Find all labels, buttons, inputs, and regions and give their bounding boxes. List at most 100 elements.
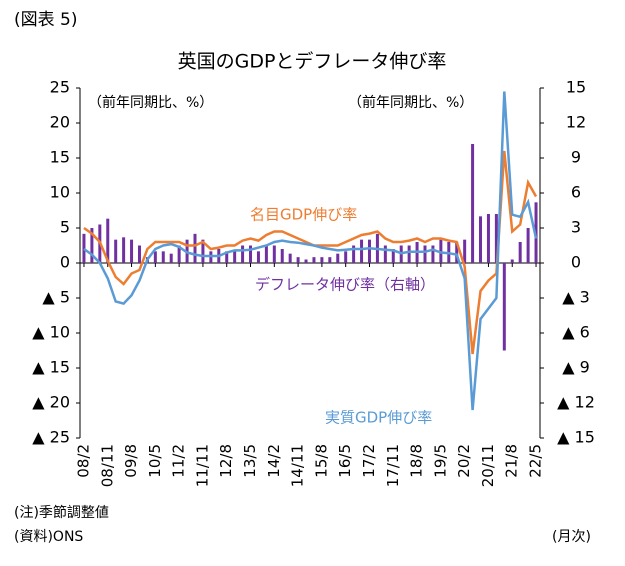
y-tick-label: ▲ 15 (32, 358, 70, 377)
bar (169, 253, 173, 263)
x-tick-label: 13/5 (241, 444, 259, 478)
bar (122, 237, 126, 263)
bar (272, 245, 276, 263)
bar (502, 263, 506, 351)
x-tick-label: 20/11 (479, 444, 497, 487)
bar (367, 239, 371, 263)
y-tick-label: ▲ 10 (32, 323, 70, 342)
y-tick-label: ▲ 20 (32, 393, 70, 412)
x-tick-label: 14/2 (265, 444, 283, 478)
bar (352, 245, 356, 263)
source: (資料)ONS (14, 529, 83, 545)
y-tick-label: 0 (60, 253, 70, 272)
x-tick-label: 12/8 (217, 444, 235, 478)
x-tick-label: 16/5 (336, 444, 354, 478)
bar (153, 251, 157, 263)
bar (225, 251, 229, 263)
bar (280, 249, 284, 263)
bar (463, 239, 467, 263)
x-tick-label: 08/2 (74, 444, 92, 478)
bar (510, 259, 514, 263)
y2-tick-label: 6 (571, 183, 581, 202)
bar (130, 239, 134, 263)
x-tick-label: 15/8 (312, 444, 330, 478)
bar (177, 245, 181, 263)
bar (312, 257, 316, 263)
x-tick-label: 11/11 (193, 444, 211, 487)
bar (304, 259, 308, 263)
y2-tick-label: 9 (571, 148, 581, 167)
bar (486, 214, 490, 263)
x-tick-label: 21/8 (503, 444, 521, 478)
bar (114, 239, 118, 263)
bar (479, 216, 483, 263)
legend-label: デフレータ伸び率（右軸） (255, 276, 435, 294)
x-tick-label: 14/11 (289, 444, 307, 487)
bar (161, 251, 165, 263)
y-tick-label: 10 (50, 183, 70, 202)
bar (137, 245, 141, 263)
bar (431, 245, 435, 263)
line (83, 91, 538, 411)
right-unit: （前年同期比、%） (348, 94, 473, 111)
bar (241, 245, 245, 263)
bar (249, 245, 253, 263)
bar (201, 239, 205, 263)
note: (注)季節調整値 (14, 504, 109, 521)
bar (336, 253, 340, 263)
y-tick-label: 5 (60, 218, 70, 237)
bar (193, 233, 197, 263)
bar (360, 239, 364, 263)
bar (264, 245, 268, 263)
y2-tick-label: ▲ 6 (562, 323, 590, 342)
x-tick-label: 18/8 (408, 444, 426, 478)
figure-label: (図表 5) (14, 10, 77, 30)
x-tick-label: 19/5 (431, 444, 449, 478)
legend-label: 名目GDP伸び率 (250, 206, 357, 224)
bar (383, 245, 387, 263)
bar (518, 242, 522, 263)
y-tick-label: 25 (50, 78, 70, 97)
y2-tick-label: 12 (566, 113, 586, 132)
y2-tick-label: ▲ 3 (562, 288, 590, 307)
x-tick-label: 20/2 (455, 444, 473, 478)
x-unit: (月次) (552, 529, 591, 545)
y-tick-label: ▲ 25 (32, 428, 70, 447)
y2-tick-label: 0 (571, 253, 581, 272)
x-tick-label: 17/11 (384, 444, 402, 487)
bar (423, 245, 427, 263)
x-tick-label: 09/8 (122, 444, 140, 478)
bar (256, 251, 260, 263)
bar (90, 228, 94, 263)
bar (455, 242, 459, 263)
bar (296, 257, 300, 263)
x-tick-label: 22/5 (527, 444, 545, 478)
y2-tick-label: 15 (566, 78, 586, 97)
bar (233, 251, 237, 263)
chart-title: 英国のGDPとデフレータ伸び率 (178, 51, 447, 73)
bar (320, 257, 324, 263)
x-tick-label: 17/2 (360, 444, 378, 478)
bar (407, 245, 411, 263)
y-tick-label: 15 (50, 148, 70, 167)
y-tick-label: 20 (50, 113, 70, 132)
bar (471, 144, 475, 263)
x-tick-label: 11/2 (170, 444, 188, 478)
bar (82, 233, 86, 263)
y2-tick-label: ▲ 12 (557, 393, 595, 412)
x-tick-label: 10/5 (146, 444, 164, 478)
bar (106, 218, 110, 263)
bar (526, 228, 530, 263)
x-tick-label: 08/11 (98, 444, 116, 487)
legend-label: 実質GDP伸び率 (325, 409, 432, 427)
bar (344, 251, 348, 263)
y-tick-label: ▲ 5 (42, 288, 70, 307)
bar (494, 214, 498, 263)
bar (328, 257, 332, 263)
y2-tick-label: 3 (571, 218, 581, 237)
bar (391, 249, 395, 263)
left-unit: （前年同期比、%） (88, 94, 213, 111)
bar (288, 253, 292, 263)
y2-tick-label: ▲ 9 (562, 358, 590, 377)
